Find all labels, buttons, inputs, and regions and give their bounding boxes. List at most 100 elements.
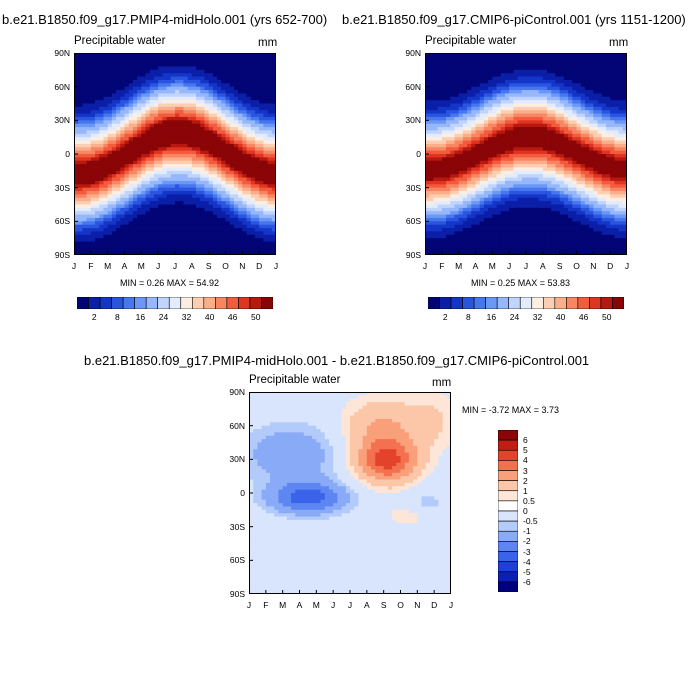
panel2-cell xyxy=(425,69,430,74)
panel1-cell xyxy=(271,201,276,205)
panel1-cell xyxy=(124,106,130,111)
panel1-cell xyxy=(137,127,142,131)
panel1-cell xyxy=(221,106,226,111)
panel2-cell xyxy=(593,137,598,141)
panel1-cell xyxy=(103,63,109,67)
panel1-cell xyxy=(82,160,88,165)
panel2-cell xyxy=(475,83,481,88)
panel1-cell xyxy=(254,184,260,189)
panel2-cell xyxy=(551,147,556,152)
panel1-cell xyxy=(246,207,252,212)
panel2-cell xyxy=(471,100,476,104)
panel2-cell xyxy=(496,184,502,189)
panel2-cell xyxy=(454,59,460,64)
panel1-cell xyxy=(99,224,104,229)
panel1-cell xyxy=(107,86,113,91)
panel1-cell xyxy=(99,170,104,175)
panel1-cell xyxy=(120,204,125,209)
panel1-cell xyxy=(233,140,239,145)
panel2-cell xyxy=(614,160,619,165)
panel1-cell xyxy=(183,123,189,128)
panel2-cell xyxy=(614,130,619,135)
panel2-cell xyxy=(462,103,468,108)
panel2-cell xyxy=(530,66,535,71)
panel1-cell xyxy=(196,63,201,67)
panel1-cell xyxy=(208,174,214,178)
panel1-cell xyxy=(107,201,113,205)
panel1-cell xyxy=(208,228,214,232)
panel1-cell xyxy=(259,157,264,162)
panel2-cell xyxy=(563,116,569,121)
panel2-cell xyxy=(425,79,430,84)
panel2-cell xyxy=(563,66,569,71)
panel1-cell xyxy=(183,79,189,84)
panel1-cell xyxy=(246,96,252,101)
panel1-cell xyxy=(82,140,88,145)
panel1-cell xyxy=(90,217,96,222)
panel1-cell xyxy=(74,191,79,195)
panel1-cell xyxy=(128,140,134,145)
panel1-cell xyxy=(90,184,96,189)
panel1-cell xyxy=(82,120,88,125)
panel1-cell xyxy=(141,160,146,165)
panel2-cell xyxy=(454,56,460,61)
panel2-cell xyxy=(425,100,430,104)
panel1-cell xyxy=(217,86,222,91)
panel1-cell xyxy=(90,228,96,232)
panel2-cell xyxy=(450,154,455,158)
panel2-cell xyxy=(446,113,451,118)
panel1-cell xyxy=(254,127,260,131)
panel2-cell xyxy=(517,83,523,88)
panel2-cell xyxy=(467,86,472,91)
panel2-cell xyxy=(605,191,611,195)
panel1-cell xyxy=(124,157,130,162)
panel1-cell xyxy=(128,79,134,84)
panel2-cell xyxy=(526,113,531,118)
panel1-cell xyxy=(145,147,151,152)
panel1-cell xyxy=(267,56,273,61)
panel2-cell xyxy=(610,100,615,104)
panel1-cell xyxy=(111,197,117,202)
panel1-cell xyxy=(107,90,113,94)
panel1-cell xyxy=(116,184,121,189)
panel1-cell xyxy=(250,214,256,219)
panel2-cell xyxy=(521,110,527,114)
panel2-cell xyxy=(458,123,464,128)
panel1-cell xyxy=(107,116,113,121)
panel2-cell xyxy=(559,170,565,175)
panel1-cell xyxy=(246,184,252,189)
panel2-cell xyxy=(504,140,510,145)
panel1-cell xyxy=(242,69,247,74)
panel1-cell xyxy=(170,224,176,229)
panel1-cell xyxy=(116,86,121,91)
panel2-cell xyxy=(467,100,472,104)
panel2-cell xyxy=(479,130,485,135)
panel1-cell xyxy=(217,73,222,77)
panel1-cell xyxy=(116,133,121,138)
panel1-cell xyxy=(107,241,113,246)
panel1-cell xyxy=(111,241,117,246)
panel1-cell xyxy=(221,191,226,195)
panel2-cell xyxy=(614,53,619,57)
panel2-cell xyxy=(479,187,485,192)
panel2-cell xyxy=(475,116,481,121)
panel1-cell xyxy=(271,211,276,215)
panel2-cell xyxy=(538,137,544,141)
panel1-cell xyxy=(217,197,222,202)
panel1-cell xyxy=(137,221,142,226)
panel2-cell xyxy=(483,103,489,108)
panel1-cell xyxy=(78,93,83,98)
panel2-cell xyxy=(580,113,586,118)
panel1-cell xyxy=(254,73,260,77)
panel2-cell xyxy=(589,66,594,71)
panel1-cell xyxy=(141,90,146,94)
panel1-cell xyxy=(233,251,239,255)
panel1-cell xyxy=(254,140,260,145)
panel1-cell xyxy=(162,201,167,205)
panel1-cell xyxy=(103,143,109,148)
panel1-cell xyxy=(233,53,239,57)
panel1-cell xyxy=(162,73,167,77)
panel1-cell xyxy=(132,180,138,185)
panel1-cell xyxy=(145,184,151,189)
panel2-cell xyxy=(441,184,447,189)
